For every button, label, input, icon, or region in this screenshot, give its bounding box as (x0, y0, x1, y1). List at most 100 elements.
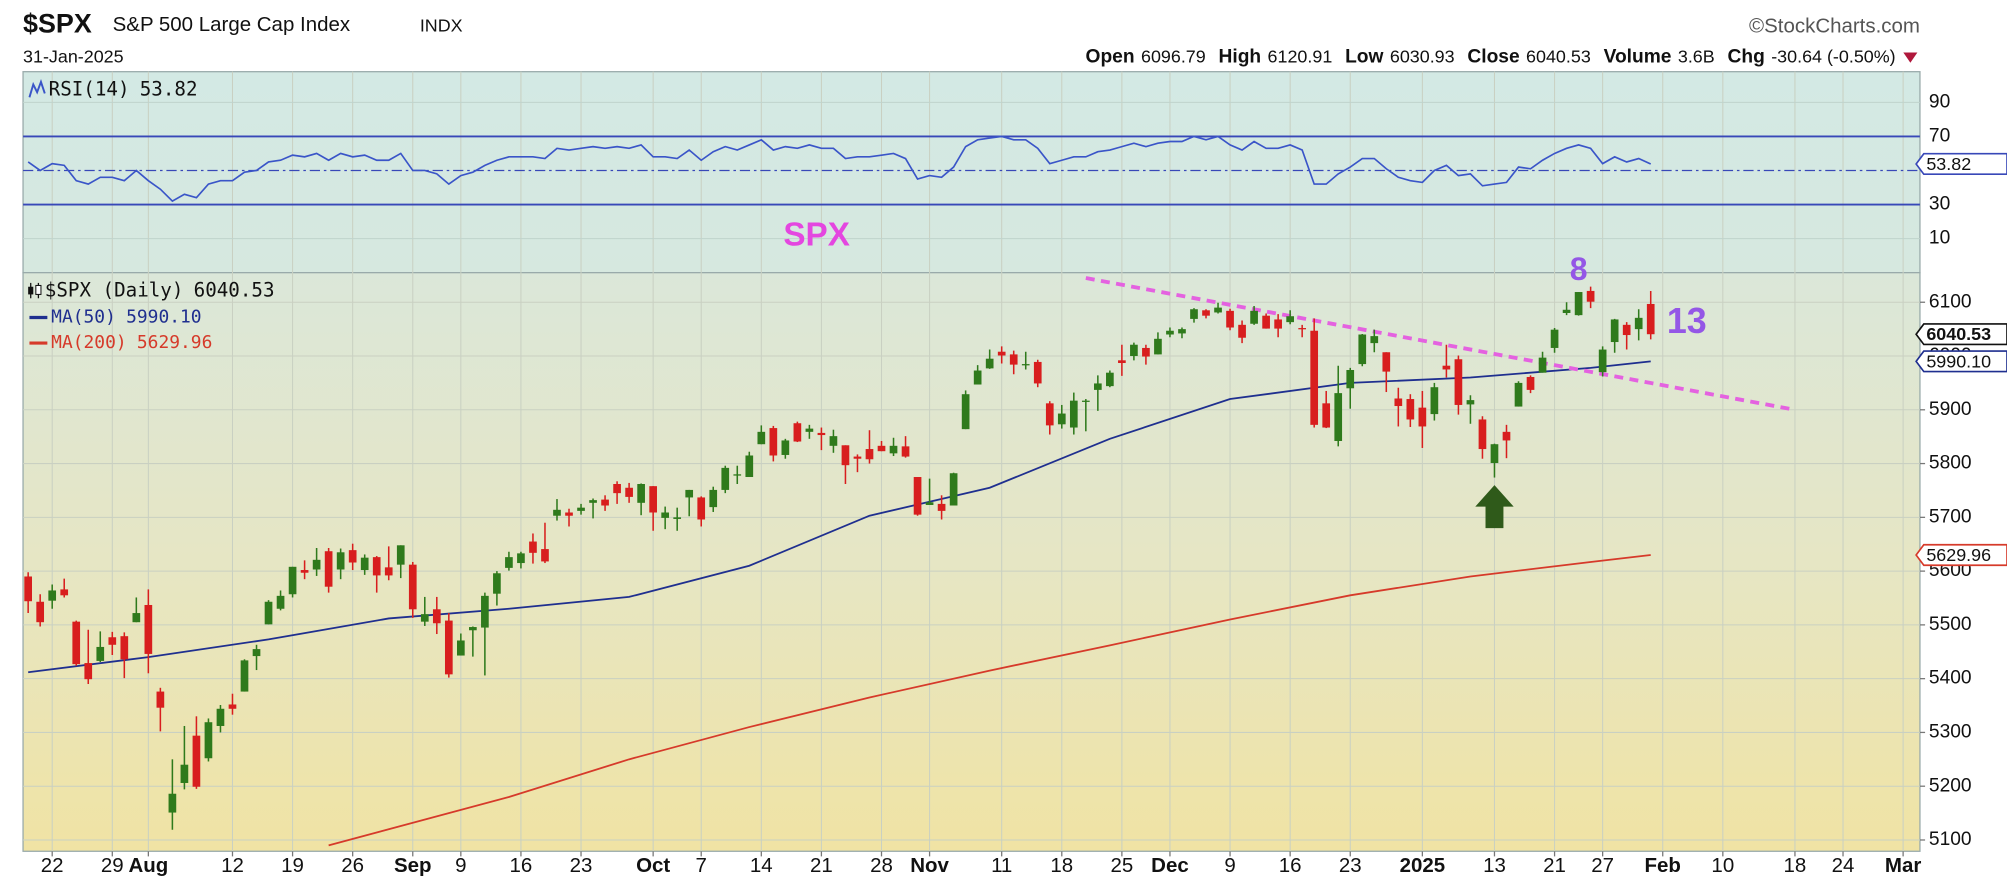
candle-body (889, 445, 898, 454)
candle-body (276, 595, 285, 609)
x-tick-label: 16 (510, 854, 533, 877)
candle-body (637, 483, 645, 503)
rsi-legend-icon (28, 79, 46, 98)
x-tick-label: 10 (1711, 854, 1734, 877)
x-tick-label: Aug (128, 854, 168, 877)
x-tick-label: Dec (1151, 854, 1189, 877)
candle-body (997, 351, 1006, 356)
candle-body (24, 576, 32, 602)
candle-body (985, 358, 994, 369)
candle-body (1550, 329, 1559, 348)
ma-legend-text: MA(50) 5990.10 (51, 306, 201, 327)
x-tick-label: 9 (455, 854, 466, 877)
candle-body (1226, 310, 1234, 328)
trendline (1085, 276, 1796, 412)
candle-body (1262, 315, 1270, 329)
candle-body (1298, 328, 1307, 330)
quote: Open 6096.79 High 6120.91 Low 6030.93 Close 604… (1086, 46, 1896, 67)
candle-body (408, 564, 417, 610)
series-name: $SPX (Daily) (45, 278, 184, 301)
candle-body (120, 636, 129, 660)
quote-label: Low (1345, 47, 1383, 68)
value-tag (1915, 152, 2007, 176)
candle-body (1382, 352, 1391, 372)
candle-body (1190, 309, 1198, 319)
candle-body (252, 649, 261, 657)
candle-body (853, 456, 862, 459)
candle-body (1009, 354, 1018, 365)
candle-body (493, 573, 501, 594)
chart-title: $SPX (23, 9, 92, 39)
candle-body (577, 507, 585, 511)
x-tick-label: 14 (750, 854, 773, 877)
y-tick-label: 5800 (1929, 453, 1972, 474)
candle-body (96, 646, 105, 661)
candle-body (721, 467, 730, 490)
candle-body (1274, 319, 1282, 329)
candle-body (312, 559, 321, 570)
x-tick-label: Oct (636, 854, 670, 877)
candle-body (505, 557, 513, 568)
x-tick-label: 22 (41, 854, 64, 877)
x-tick-label: 21 (1543, 854, 1566, 877)
candle-body (805, 428, 814, 432)
rsi-layer (23, 135, 1920, 206)
candle-body (1646, 303, 1655, 335)
candle-body (420, 614, 429, 622)
candle-body (769, 428, 778, 456)
rsi-line (27, 135, 1652, 203)
candle-body (192, 735, 201, 787)
quote-value: 6030.93 (1390, 46, 1455, 66)
candle-body (949, 473, 958, 506)
y-tick-label: 5700 (1929, 506, 1972, 527)
candle-body (973, 370, 982, 385)
grid (23, 71, 1920, 852)
rsi-tick-label: 90 (1929, 91, 1950, 112)
candle-body (384, 567, 393, 576)
candle-body (1166, 330, 1174, 335)
candle-body (913, 477, 922, 515)
x-tick-label: 27 (1591, 854, 1614, 877)
candle-body (1238, 324, 1246, 338)
candle-body (1442, 365, 1451, 370)
moving-average (328, 554, 1651, 847)
candle-body (1418, 407, 1427, 427)
candle-body (529, 541, 537, 553)
x-tick-label: Mar (1885, 854, 1921, 877)
candle-body (336, 552, 345, 570)
annotation: 13 (1667, 301, 1707, 341)
quote-label: Chg (1728, 47, 1765, 68)
candle-body (937, 503, 946, 511)
rsi-legend: RSI(14) 53.82 (28, 77, 198, 100)
price-legend-text: $SPX (Daily) 6040.53 (45, 278, 275, 301)
quote-label: Open (1086, 47, 1135, 68)
x-tick-label: Sep (394, 854, 432, 877)
candle-body (817, 432, 826, 436)
y-tick-label: 5100 (1929, 829, 1972, 850)
candle-body (1334, 393, 1343, 441)
exchange: INDX (420, 16, 463, 36)
candle-body (601, 499, 609, 506)
chart-subtitle: S&P 500 Large Cap Index (113, 13, 351, 36)
candle-body (613, 483, 621, 494)
candle-body (649, 486, 657, 513)
candle-body (360, 557, 369, 571)
candle-body (709, 489, 718, 508)
candle-body (1574, 292, 1583, 316)
rsi-name: RSI(14) (49, 77, 130, 100)
candle-body (1310, 330, 1319, 425)
candle-body (877, 445, 886, 452)
candle-body (300, 570, 309, 573)
candle-body (84, 663, 93, 680)
ma-last: 5990.10 (126, 306, 201, 327)
candle-body (1514, 382, 1523, 407)
x-tick-label: 18 (1050, 854, 1073, 877)
ma-last: 5629.96 (137, 332, 212, 353)
y-tick-label: 5900 (1929, 399, 1972, 420)
moving-average (28, 360, 1651, 674)
candle-body (1454, 359, 1463, 405)
candle-body (372, 557, 381, 576)
candle-body (469, 627, 477, 631)
candle-body (733, 474, 742, 476)
x-tick-label: 13 (1483, 854, 1506, 877)
